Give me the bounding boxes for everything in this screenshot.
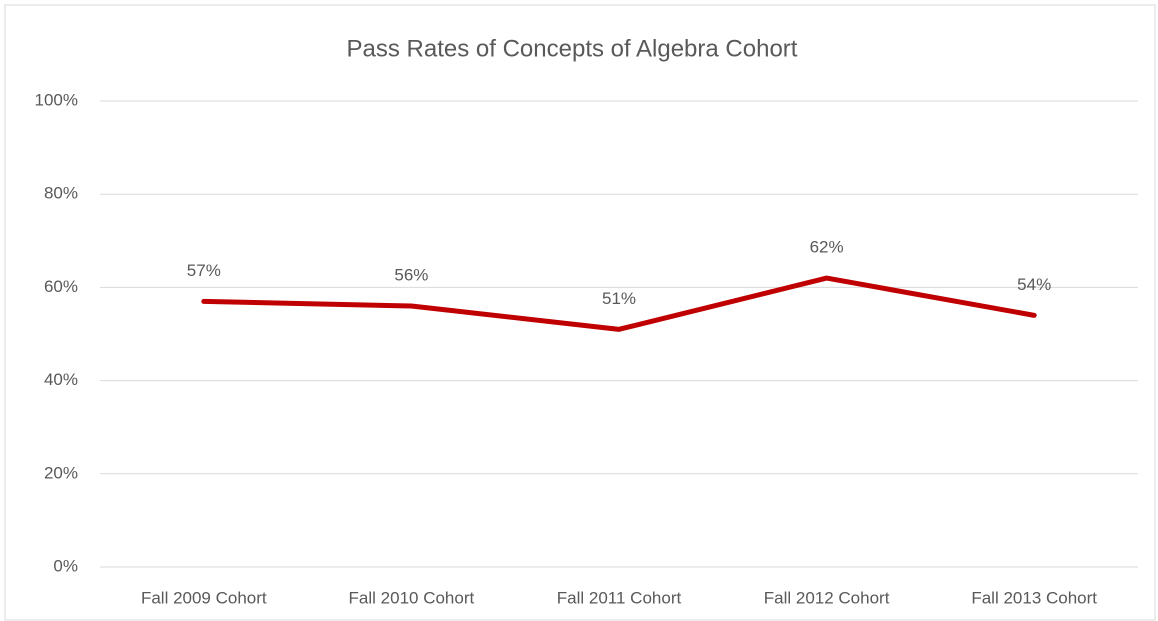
y-tick-label: 80% xyxy=(44,184,78,203)
y-tick-label: 100% xyxy=(35,90,78,109)
data-label: 51% xyxy=(602,289,636,308)
data-label: 57% xyxy=(187,261,221,280)
y-tick-label: 20% xyxy=(44,463,78,482)
data-line xyxy=(201,275,1037,332)
x-tick-label: Fall 2011 Cohort xyxy=(557,588,682,607)
x-tick-label: Fall 2009 Cohort xyxy=(141,588,267,607)
data-label: 56% xyxy=(394,266,428,285)
y-tick-label: 0% xyxy=(53,556,78,575)
y-tick-label: 40% xyxy=(44,370,78,389)
y-tick-label: 60% xyxy=(44,277,78,296)
data-label: 62% xyxy=(810,238,844,257)
chart-title: Pass Rates of Concepts of Algebra Cohort xyxy=(347,35,798,62)
x-tick-label: Fall 2010 Cohort xyxy=(349,588,475,607)
x-tick-label: Fall 2012 Cohort xyxy=(764,588,890,607)
chart-frame xyxy=(4,4,1156,621)
data-label: 54% xyxy=(1017,275,1051,294)
x-tick-label: Fall 2013 Cohort xyxy=(971,588,1097,607)
